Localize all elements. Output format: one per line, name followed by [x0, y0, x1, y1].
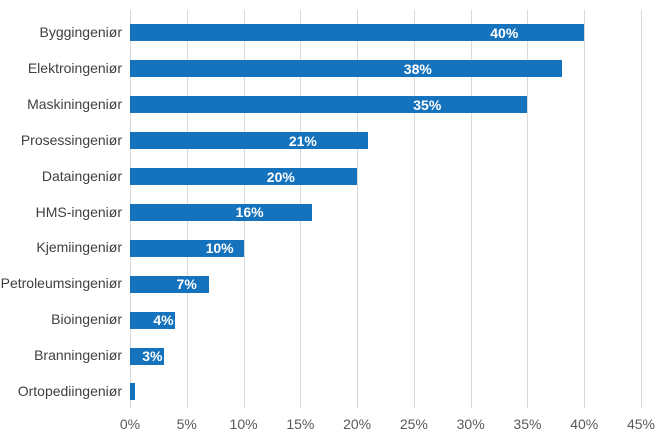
bar: 40%	[130, 24, 585, 42]
category-label: Branningeniør	[34, 347, 122, 364]
x-tick-label: 0%	[119, 416, 141, 432]
x-tick-label: 35%	[513, 416, 542, 432]
chart-row: Petroleumsingeniør 7%	[0, 266, 664, 302]
x-tick-label: 45%	[626, 416, 656, 432]
bar: 21%	[130, 132, 369, 150]
gridline	[357, 10, 359, 408]
chart-row: Dataingeniør 20%	[0, 159, 664, 195]
bar: 4%	[130, 311, 176, 329]
bar-value-label: 40%	[490, 24, 519, 41]
bar: 35%	[130, 96, 528, 114]
chart-row: Ortopediingeniør	[0, 374, 664, 410]
x-tick-label: 20%	[343, 416, 372, 432]
gridline	[527, 10, 529, 408]
category-label: HMS-ingeniør	[35, 203, 122, 220]
x-tick-label: 15%	[286, 416, 315, 432]
category-label: Kjemiingeniør	[36, 239, 122, 256]
bar-value-label: 38%	[403, 60, 432, 77]
category-label: Byggingeniør	[39, 24, 123, 40]
gridline	[413, 10, 415, 408]
bar-value-label: 4%	[153, 312, 174, 329]
chart-row: Branningeniør 3%	[0, 338, 664, 374]
bar	[130, 383, 135, 401]
category-label: Prosessingeniør	[20, 131, 122, 148]
bar: 16%	[130, 203, 312, 221]
bar-value-label: 7%	[176, 276, 197, 293]
category-label: Maskiningeniør	[27, 95, 122, 112]
bar-value-label: 21%	[288, 132, 317, 149]
x-tick-label: 10%	[229, 416, 258, 432]
chart-row: Elektroingeniør 38%	[0, 51, 664, 87]
category-label: Elektroingeniør	[27, 59, 122, 76]
gridline	[470, 10, 472, 408]
bar-value-label: 16%	[235, 204, 264, 221]
bar: 20%	[130, 168, 358, 186]
chart-row: Kjemiingeniør 10%	[0, 230, 664, 266]
x-tick-label: 40%	[570, 416, 599, 432]
chart-row: Prosessingeniør 21%	[0, 123, 664, 159]
bar: 10%	[130, 239, 244, 257]
bar-value-label: 3%	[142, 348, 163, 365]
gridline	[584, 10, 586, 408]
category-label: Ortopediingeniør	[17, 383, 122, 399]
x-tick-label: 30%	[456, 416, 485, 432]
bar: 7%	[130, 275, 210, 293]
bar-value-label: 10%	[205, 240, 234, 257]
x-tick-label: 25%	[399, 416, 428, 432]
chart-row: Bioingeniør 4%	[0, 302, 664, 338]
bar-value-label: 35%	[413, 96, 442, 113]
chart-row: Byggingeniør 40%	[0, 15, 664, 51]
bar: 3%	[130, 347, 165, 365]
chart-row: HMS-ingeniør 16%	[0, 195, 664, 231]
x-tick-label: 5%	[176, 416, 197, 432]
category-label: Dataingeniør	[41, 167, 122, 184]
chart-row: Maskiningeniør 35%	[0, 87, 664, 123]
bar-value-label: 20%	[266, 168, 295, 185]
category-label: Bioingeniør	[51, 311, 122, 328]
bar: 38%	[130, 60, 562, 78]
category-label: Petroleumsingeniør	[0, 275, 122, 292]
gridline	[641, 10, 642, 408]
